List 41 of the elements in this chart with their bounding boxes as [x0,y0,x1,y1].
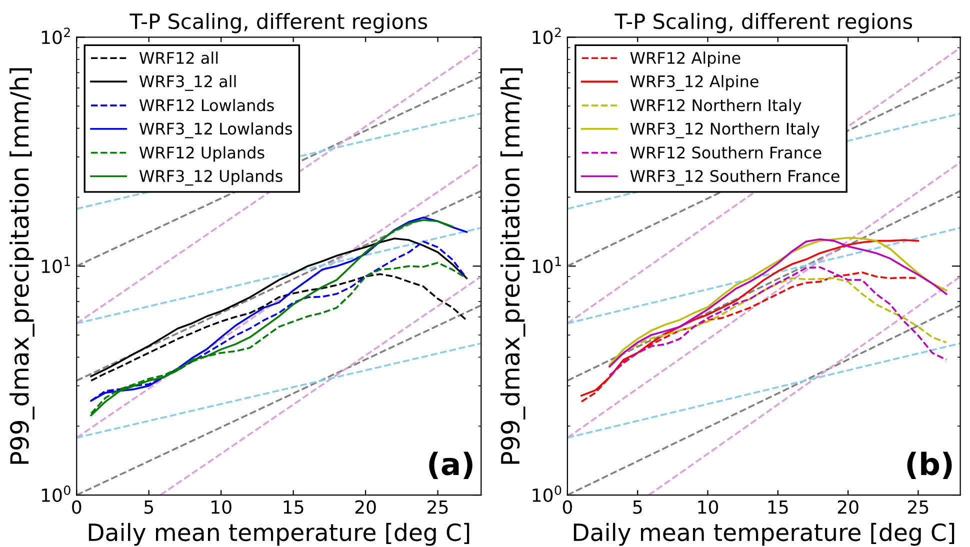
y-tick-label: 10$^{1}$ [42,256,70,274]
legend-label: WRF3_12 Northern Italy [630,122,820,138]
annotation: (b) [907,452,952,479]
y-axis-title: P99_dmax_precipitation [mm/h] [10,68,34,464]
x-tick-label: 25 [428,500,448,514]
line-series [608,266,948,376]
x-tick-label: 15 [284,500,304,514]
x-tick-label: 15 [768,500,788,514]
legend-label: WRF12 Lowlands [139,98,274,112]
x-tick-label: 10 [212,500,232,514]
x-tick-label: 20 [355,500,376,514]
line-series [90,238,468,378]
legend-label: WRF3_12 Southern France [630,170,840,186]
x-axis-title: Daily mean temperature [deg C] [88,522,470,546]
chart-title: T-P Scaling, different regions [614,13,912,34]
legend-label: WRF12 Northern Italy [630,98,802,114]
x-axis-title: Daily mean temperature [deg C] [574,522,954,546]
chart-title: T-P Scaling, different regions [130,13,428,34]
x-tick-label: 20 [838,500,858,514]
y-tick-label: 10$^{2}$ [42,28,70,44]
y-tick-label: 10$^{0}$ [532,485,562,502]
y-axis-title: P99_dmax_precipitation [mm/h] [500,68,526,464]
legend-label: WRF12 Southern France [630,146,822,159]
legend-label: WRF3_12 Lowlands [139,122,292,138]
legend-label: WRF12 all [139,52,218,64]
line-series [90,273,468,382]
annotation: (a) [429,452,472,479]
legend-label: WRF3_12 Alpine [630,75,758,91]
x-tick-label: 5 [633,500,642,514]
y-tick-label: 10$^{2}$ [532,28,561,44]
x-tick-label: 0 [72,500,82,514]
x-tick-label: 5 [144,500,154,514]
y-tick-label: 10$^{1}$ [532,256,561,274]
legend-label: WRF3_12 all [139,75,236,91]
y-tick-label: 10$^{0}$ [42,485,70,502]
legend-label: WRF12 Uplands [139,146,264,162]
x-tick-label: 25 [908,500,928,514]
legend-label: WRF12 Alpine [630,52,740,68]
x-tick-label: 10 [698,500,718,514]
legend-label: WRF3_12 Uplands [139,170,282,186]
x-tick-label: 0 [562,500,572,514]
